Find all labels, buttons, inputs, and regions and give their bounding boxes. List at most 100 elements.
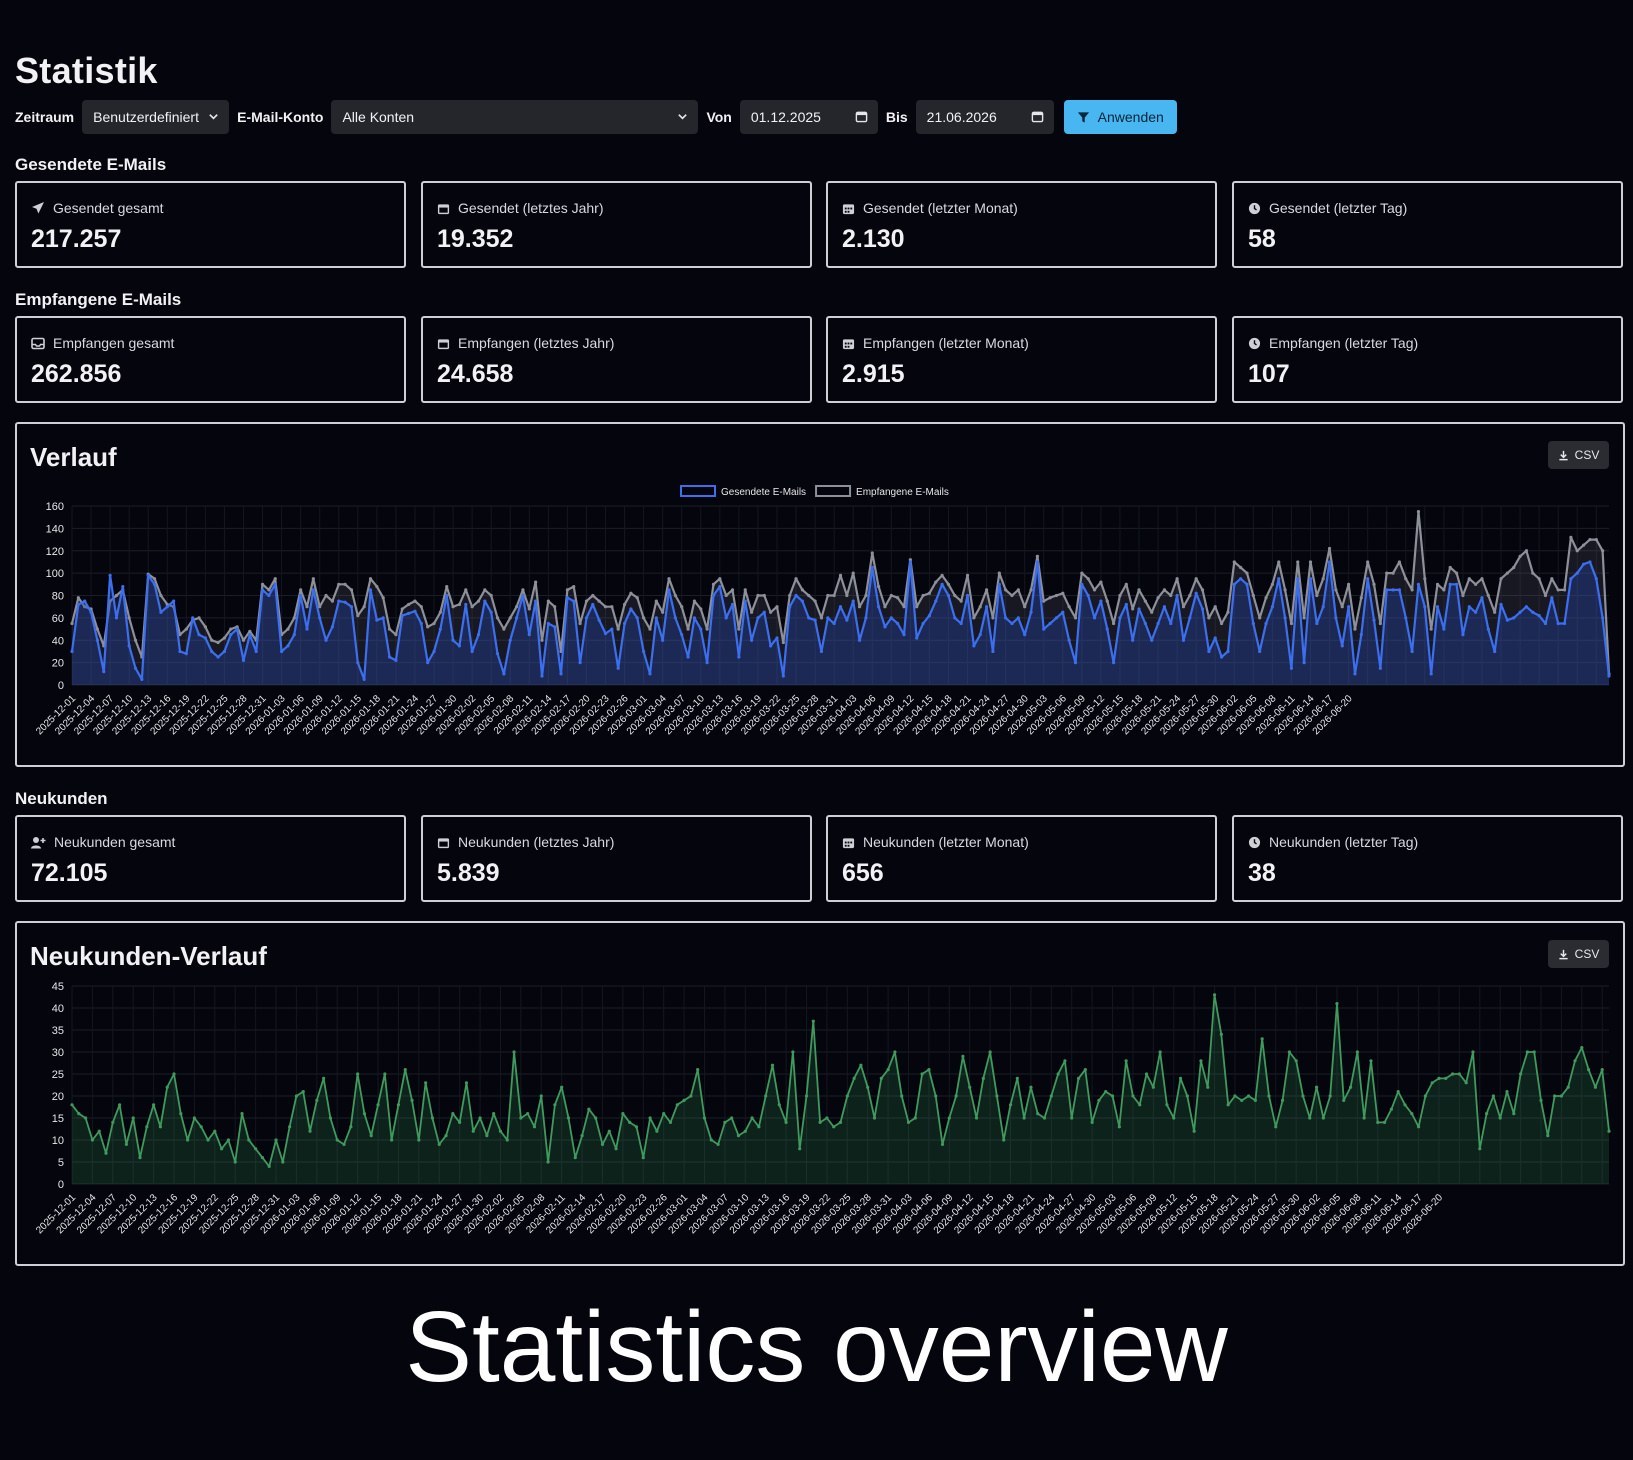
data-point	[1505, 1090, 1509, 1094]
stat-card-received-total: Empfangen gesamt 262.856	[15, 316, 406, 403]
data-point	[1008, 1103, 1013, 1107]
data-point	[178, 649, 182, 654]
data-point	[1188, 593, 1192, 598]
data-point	[635, 616, 639, 620]
data-point	[111, 1120, 115, 1124]
data-point	[756, 616, 760, 620]
data-point	[788, 593, 792, 598]
data-point	[1178, 1076, 1183, 1080]
data-point	[1294, 1059, 1298, 1063]
data-point	[1314, 1085, 1319, 1089]
series-primary	[70, 560, 1611, 685]
calendar-icon[interactable]	[855, 110, 868, 123]
period-select[interactable]: Benutzerdefiniert	[82, 100, 230, 134]
data-point	[1042, 599, 1046, 603]
data-point	[1092, 616, 1097, 620]
data-point	[457, 602, 462, 607]
data-point	[240, 1112, 244, 1116]
data-point	[489, 610, 493, 614]
csv-download-button[interactable]: CSV	[1548, 940, 1609, 968]
data-point	[1172, 1116, 1176, 1120]
data-point	[492, 1112, 496, 1116]
data-point	[991, 616, 995, 620]
data-point	[403, 1068, 407, 1072]
data-point	[534, 580, 538, 584]
data-point	[696, 1068, 700, 1072]
data-point	[478, 1116, 482, 1120]
from-date-input[interactable]: 01.12.2025	[739, 100, 878, 134]
data-point	[540, 638, 544, 642]
csv-download-button[interactable]: CSV	[1548, 441, 1609, 469]
to-date-input[interactable]: 21.06.2026	[915, 100, 1054, 134]
data-point	[1245, 571, 1249, 575]
calendar-icon[interactable]	[1031, 110, 1044, 123]
data-point	[974, 1116, 979, 1120]
data-point	[288, 1125, 292, 1129]
data-point	[540, 674, 544, 678]
data-point	[1461, 633, 1465, 637]
data-point	[1289, 666, 1294, 670]
y-tick-label: 15	[52, 1113, 64, 1125]
data-point	[1207, 649, 1211, 654]
data-point	[1054, 593, 1059, 598]
data-point	[483, 599, 487, 603]
data-point	[845, 593, 849, 598]
data-point	[1185, 1094, 1189, 1098]
data-point	[984, 588, 989, 592]
data-point	[991, 649, 995, 654]
data-point	[603, 631, 608, 636]
y-tick-label: 160	[46, 501, 64, 513]
calendar-grid-icon	[842, 338, 855, 349]
data-point	[886, 1068, 890, 1072]
data-point	[1391, 571, 1395, 575]
data-point	[819, 616, 824, 620]
data-point	[940, 582, 944, 586]
data-point	[1435, 605, 1440, 609]
data-point	[1575, 571, 1579, 575]
data-point	[968, 1085, 972, 1089]
data-point	[1162, 605, 1167, 609]
data-point	[356, 1072, 360, 1076]
stat-card-value: 58	[1248, 225, 1276, 253]
data-point	[1448, 565, 1452, 570]
data-point	[934, 599, 938, 603]
data-point	[723, 1120, 727, 1124]
data-point	[908, 560, 912, 564]
data-point	[1382, 1120, 1387, 1124]
data-point	[1080, 582, 1084, 586]
data-point	[1346, 605, 1351, 609]
data-point	[743, 588, 747, 592]
account-select[interactable]: Alle Konten	[331, 100, 699, 134]
data-point	[1308, 577, 1313, 581]
data-point	[1048, 596, 1052, 600]
data-point	[1569, 535, 1573, 539]
data-point	[762, 593, 766, 598]
period-label: Zeitraum	[15, 109, 75, 125]
data-point	[158, 1125, 163, 1129]
data-point	[102, 669, 106, 674]
data-point	[927, 1068, 931, 1072]
data-point	[594, 1116, 598, 1120]
series-area	[72, 994, 1609, 1184]
data-point	[947, 1116, 951, 1120]
data-point	[342, 1142, 346, 1146]
data-point	[1010, 621, 1014, 626]
data-point	[77, 1112, 81, 1116]
data-point	[1442, 588, 1446, 592]
data-point	[235, 627, 239, 631]
data-point	[451, 1112, 455, 1116]
data-point	[247, 1138, 251, 1142]
apply-button[interactable]: Anwenden	[1063, 100, 1177, 134]
data-point	[600, 1142, 605, 1146]
stat-card-label: Empfangen (letztes Jahr)	[458, 335, 615, 351]
data-point	[629, 607, 633, 611]
data-point	[89, 610, 93, 614]
data-point	[1512, 565, 1516, 570]
data-point	[896, 621, 900, 626]
data-point	[131, 1116, 135, 1120]
data-point	[1023, 605, 1027, 609]
data-point	[444, 1134, 448, 1138]
data-point	[859, 1063, 863, 1067]
data-point	[203, 625, 207, 629]
data-point	[673, 593, 677, 598]
